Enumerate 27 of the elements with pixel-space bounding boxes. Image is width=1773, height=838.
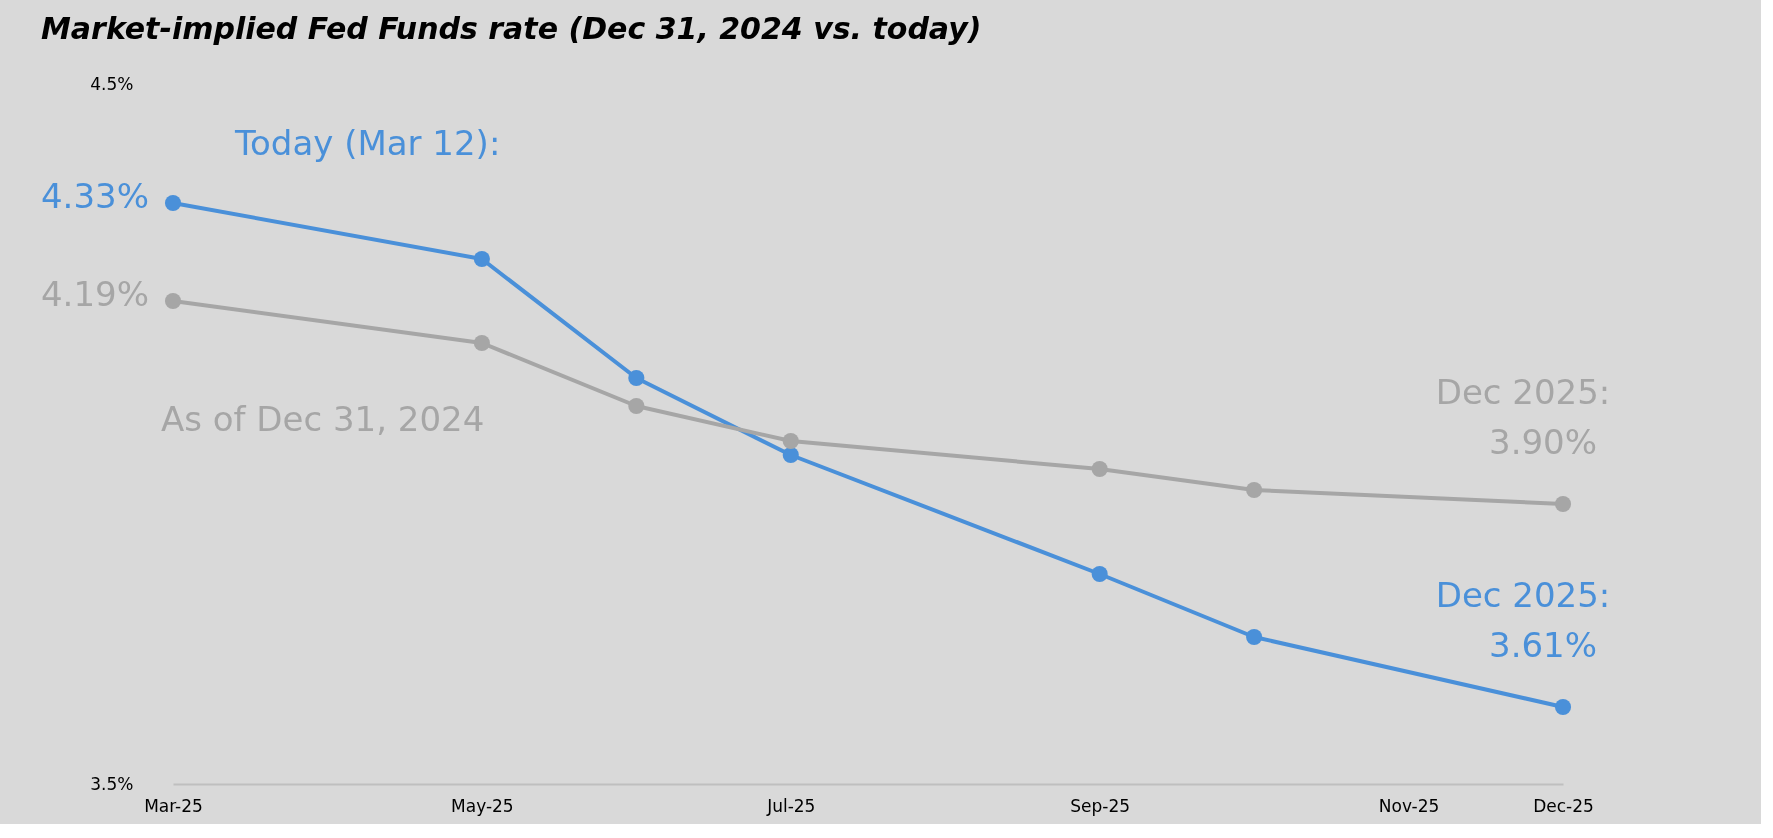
x-tick-label: Nov-25	[1378, 795, 1440, 816]
x-tick-label: Jul-25	[766, 795, 816, 816]
chart-title: Market-implied Fed Funds rate (Dec 31, 2024 vs. today)	[40, 11, 982, 46]
point	[1091, 565, 1108, 583]
point	[473, 250, 490, 268]
y-tick-label: 3.5%	[90, 773, 134, 794]
data-label: 4.33%	[40, 176, 149, 216]
series-label: Today (Mar 12):	[234, 123, 501, 163]
y-tick-label: 4.5%	[90, 73, 134, 94]
point	[1554, 698, 1572, 716]
annotation: Dec 2025:	[1435, 575, 1611, 615]
point	[473, 334, 490, 352]
point	[1554, 495, 1572, 513]
x-tick-label: Sep-25	[1070, 795, 1131, 816]
point	[782, 446, 799, 464]
point	[1091, 460, 1108, 478]
point	[1246, 481, 1263, 499]
data-label: 3.61%	[1488, 625, 1598, 665]
point	[628, 369, 645, 387]
x-tick-label: May-25	[451, 795, 514, 816]
point	[628, 397, 645, 415]
point	[164, 194, 182, 212]
point	[782, 432, 799, 450]
point	[164, 292, 182, 310]
x-tick-label: Dec-25	[1533, 795, 1594, 816]
point	[1246, 628, 1263, 646]
x-tick-label: Mar-25	[144, 795, 203, 816]
